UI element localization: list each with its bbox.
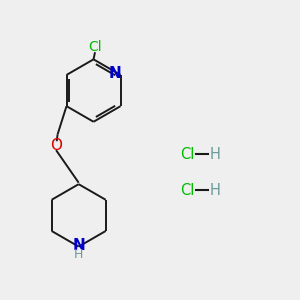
- Text: Cl: Cl: [88, 40, 102, 54]
- Text: O: O: [50, 138, 62, 153]
- Text: N: N: [109, 66, 122, 81]
- Text: H: H: [74, 248, 83, 261]
- Text: H: H: [209, 183, 220, 198]
- Text: Cl: Cl: [180, 183, 194, 198]
- Text: H: H: [209, 147, 220, 162]
- Text: Cl: Cl: [180, 147, 194, 162]
- Text: N: N: [72, 238, 85, 253]
